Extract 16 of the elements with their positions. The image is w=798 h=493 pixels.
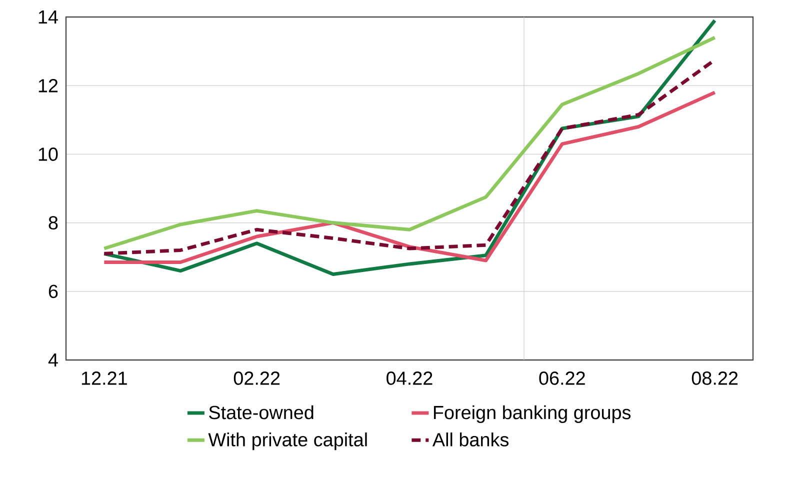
y-tick-label: 6 bbox=[48, 284, 58, 298]
legend-label: Foreign banking groups bbox=[434, 405, 631, 423]
y-tick-label: 10 bbox=[38, 147, 58, 161]
x-tick-label: 12.21 bbox=[82, 371, 127, 385]
legend-label: All banks bbox=[432, 432, 509, 446]
legend-label: State-owned bbox=[209, 405, 314, 420]
y-tick-label: 14 bbox=[38, 10, 58, 24]
y-tick-label: 4 bbox=[48, 353, 58, 367]
legend-label: With private capital bbox=[208, 432, 367, 450]
y-tick-label: 8 bbox=[48, 216, 58, 230]
x-tick-label: 04.22 bbox=[386, 371, 432, 385]
y-tick-label: 12 bbox=[38, 78, 58, 92]
x-tick-label: 08.22 bbox=[692, 371, 738, 385]
line-series bbox=[102, 90, 717, 264]
x-tick-label: 02.22 bbox=[234, 371, 280, 385]
x-tick-label: 06.22 bbox=[539, 371, 585, 385]
